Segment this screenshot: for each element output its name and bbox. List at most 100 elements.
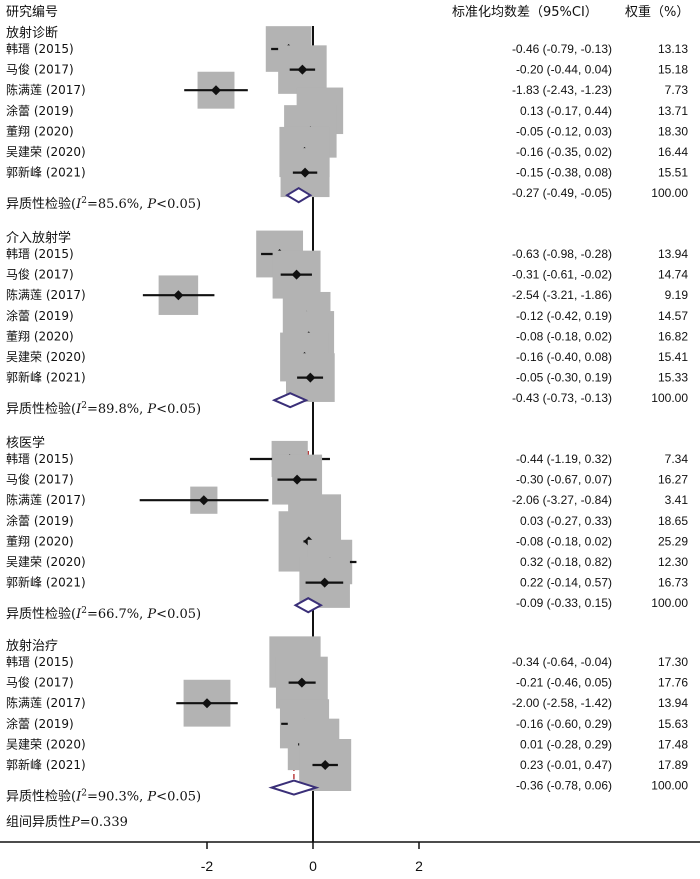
effect-ci-value: -0.31 (-0.61, -0.02) — [512, 268, 612, 282]
pooled-weight-value: 100.00 — [651, 779, 688, 793]
p-value: <0.05) — [156, 197, 201, 212]
effect-ci-value: -0.16 (-0.40, 0.08) — [516, 350, 612, 364]
weight-value: 13.13 — [658, 42, 688, 56]
heterogeneity-label: 异质性检验(I2=85.6%, P<0.05) — [6, 196, 201, 212]
p-symbol: P — [146, 402, 156, 417]
effect-ci-value: -0.34 (-0.64, -0.04) — [512, 655, 612, 669]
p-symbol: P — [146, 197, 156, 212]
study-label: 郭新峰 (2021) — [6, 757, 86, 772]
study-label: 董翔 (2020) — [6, 534, 74, 548]
weight-value: 17.76 — [658, 676, 688, 690]
pooled-weight-value: 100.00 — [651, 596, 688, 610]
weight-value: 17.89 — [658, 758, 688, 772]
i2-symbol: I — [75, 607, 82, 622]
between-group-label: 组间异质性P=0.339 — [6, 815, 128, 830]
study-label: 吴建荣 (2020) — [6, 350, 86, 364]
pooled-row: -0.43 (-0.73, -0.13) 100.00 — [271, 391, 688, 409]
effect-ci-value: -0.08 (-0.18, 0.02) — [516, 534, 612, 548]
weight-value: 18.30 — [658, 124, 688, 138]
subgroup-title: 放射诊断 — [6, 25, 58, 41]
weight-value: 13.94 — [658, 247, 688, 261]
weight-value: 13.94 — [658, 696, 688, 710]
i2-symbol: I — [75, 402, 82, 417]
i2-superscript: 2 — [81, 196, 87, 206]
x-tick-label: 0 — [309, 858, 317, 874]
weight-value: 16.73 — [658, 576, 688, 590]
study-label: 陈满莲 (2017) — [6, 492, 86, 507]
p-value: <0.05) — [156, 402, 201, 417]
effect-ci-value: -0.46 (-0.79, -0.13) — [512, 42, 612, 56]
weight-value: 15.41 — [658, 350, 688, 364]
weight-column-header: 权重（%） — [625, 4, 689, 20]
point-estimate-marker — [305, 372, 316, 383]
effect-ci-value: -2.54 (-3.21, -1.86) — [512, 288, 612, 302]
weight-value: 14.74 — [658, 268, 688, 282]
i2-symbol: I — [75, 790, 82, 805]
effect-ci-value: 0.01 (-0.28, 0.29) — [520, 737, 612, 751]
heterogeneity-label: 异质性检验(I2=89.8%, P<0.05) — [6, 401, 201, 417]
effect-ci-value: -0.20 (-0.44, 0.04) — [516, 63, 612, 77]
weight-value: 14.57 — [658, 309, 688, 323]
pooled-diamond — [271, 392, 309, 409]
point-estimate-marker — [319, 577, 330, 588]
effect-ci-value: -0.16 (-0.60, 0.29) — [516, 717, 612, 731]
pooled-diamond — [268, 779, 320, 796]
pooled-row: -0.36 (-0.78, 0.06) 100.00 — [268, 779, 688, 796]
study-label: 郭新峰 (2021) — [6, 165, 86, 180]
study-label: 马俊 (2017) — [6, 267, 74, 282]
study-label: 韩瑨 (2015) — [6, 246, 74, 261]
effect-ci-value: -0.44 (-1.19, 0.32) — [516, 452, 612, 466]
weight-value: 15.63 — [658, 717, 688, 731]
point-estimate-marker — [292, 474, 303, 485]
i2-superscript: 2 — [81, 789, 87, 799]
i2-symbol: I — [75, 197, 82, 212]
weight-value: 7.34 — [665, 452, 689, 466]
study-label: 韩瑨 (2015) — [6, 451, 74, 466]
pooled-row: -0.09 (-0.33, 0.15) 100.00 — [293, 596, 688, 614]
study-label: 陈满莲 (2017) — [6, 82, 86, 97]
study-label: 涂蕾 (2019) — [6, 103, 74, 118]
study-label: 涂蕾 (2019) — [6, 513, 74, 528]
x-tick-label: -2 — [201, 858, 214, 874]
study-column-header: 研究编号 — [6, 5, 58, 20]
study-label: 吴建荣 (2020) — [6, 145, 86, 159]
effect-ci-value: -0.15 (-0.38, 0.08) — [516, 166, 612, 180]
effect-ci-value: -0.21 (-0.46, 0.05) — [516, 676, 612, 690]
study-row: 马俊 (2017) -0.30 (-0.67, 0.07) 16.27 — [6, 454, 688, 505]
p-value: <0.05) — [156, 790, 201, 805]
point-estimate-marker — [173, 290, 184, 301]
study-row: 马俊 (2017) -0.31 (-0.61, -0.02) 14.74 — [6, 250, 688, 299]
pooled-effect-value: -0.43 (-0.73, -0.13) — [512, 391, 612, 405]
p-value: <0.05) — [156, 607, 201, 622]
study-label: 马俊 (2017) — [6, 472, 74, 487]
pooled-weight-value: 100.00 — [651, 186, 688, 200]
heterogeneity-prefix: 异质性检验( — [6, 401, 76, 417]
study-label: 涂蕾 (2019) — [6, 716, 74, 731]
x-tick-label: 2 — [415, 858, 423, 874]
weight-value: 15.33 — [658, 371, 688, 385]
heterogeneity-label: 异质性检验(I2=66.7%, P<0.05) — [6, 606, 201, 622]
header-row: 研究编号 标准化均数差（95%CI） 权重（%） — [6, 4, 689, 20]
study-row: 马俊 (2017) -0.20 (-0.44, 0.04) 15.18 — [6, 45, 688, 94]
weight-value: 9.19 — [665, 288, 689, 302]
pooled-diamond — [293, 597, 324, 614]
p-symbol: P — [146, 607, 156, 622]
weight-value: 25.29 — [658, 534, 688, 548]
study-row: 陈满莲 (2017) -2.00 (-2.58, -1.42) 13.94 — [6, 679, 688, 727]
study-label: 马俊 (2017) — [6, 675, 74, 690]
point-estimate-marker — [300, 167, 311, 178]
subgroup-title: 介入放射学 — [6, 230, 71, 246]
weight-value: 15.18 — [658, 63, 688, 77]
study-label: 董翔 (2020) — [6, 124, 74, 138]
point-estimate-marker — [296, 677, 307, 688]
study-row: 郭新峰 (2021) 0.23 (-0.01, 0.47) 17.89 — [6, 739, 688, 791]
study-row: 郭新峰 (2021) -0.15 (-0.38, 0.08) 15.51 — [6, 148, 688, 198]
study-row: 陈满莲 (2017) -1.83 (-2.43, -1.23) 7.73 — [6, 71, 688, 109]
i2-superscript: 2 — [81, 606, 87, 616]
effect-ci-value: -2.00 (-2.58, -1.42) — [512, 696, 612, 710]
weight-value: 12.30 — [658, 555, 688, 569]
